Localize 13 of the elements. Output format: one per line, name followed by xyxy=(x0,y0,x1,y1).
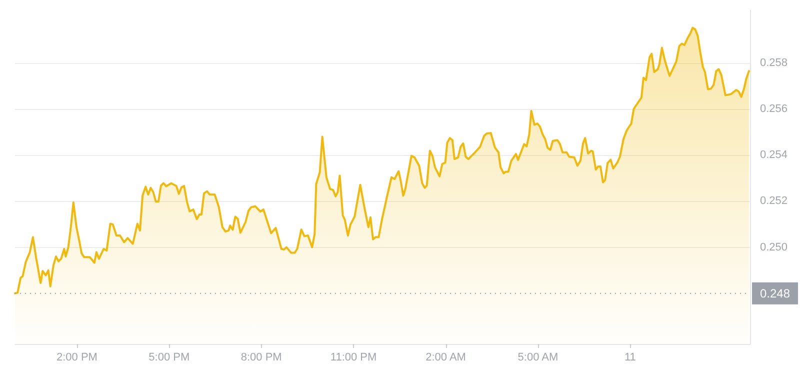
x-tick-label: 8:00 PM xyxy=(240,352,282,364)
x-tick-label: 11 xyxy=(624,352,636,364)
y-tick-label: 0.252 xyxy=(760,195,788,208)
y-tick-label: 0.250 xyxy=(760,241,788,254)
x-tick-label: 5:00 PM xyxy=(148,352,190,364)
x-tick-label: 2:00 PM xyxy=(56,352,98,364)
x-tick-label: 5:00 AM xyxy=(518,352,558,364)
ref-line-label: 0.248 xyxy=(760,286,790,300)
y-tick-label: 0.256 xyxy=(760,103,788,116)
y-tick-label: 0.258 xyxy=(760,56,788,69)
y-tick-label: 0.254 xyxy=(760,149,788,162)
x-tick-label: 11:00 PM xyxy=(330,352,377,364)
x-tick-label: 2:00 AM xyxy=(426,352,466,364)
